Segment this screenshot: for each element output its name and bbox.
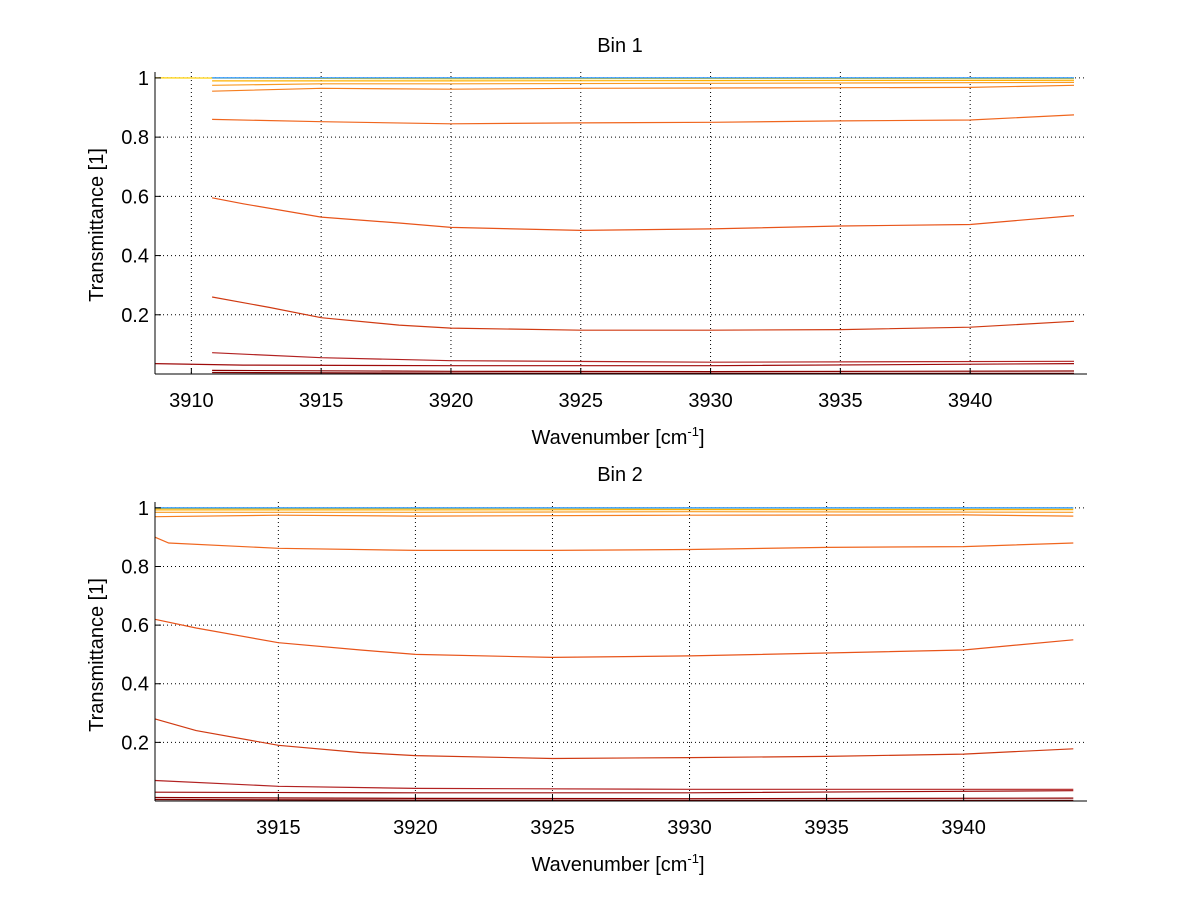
x-axis-label-end: ] bbox=[699, 854, 705, 876]
series-line-8 bbox=[212, 84, 1075, 92]
x-tick-label: 3935 bbox=[804, 817, 849, 839]
y-tick-label: 0.6 bbox=[121, 615, 149, 637]
plot-area: 3910 3915 3920 3925 3930 3935 3940 0.2 0.4 0.6 0.8… bbox=[121, 68, 1087, 412]
x-tick-label: 3935 bbox=[818, 390, 863, 412]
series-line-7 bbox=[154, 536, 1074, 552]
chart-title: Bin 1 bbox=[597, 35, 643, 57]
x-axis-label: Wavenumber [cm-1] bbox=[531, 424, 704, 449]
x-axis-label-sup: -1 bbox=[687, 851, 699, 866]
series-line-3 bbox=[154, 790, 1074, 794]
x-tick-label: 3930 bbox=[688, 390, 733, 412]
series-line-5 bbox=[154, 718, 1074, 760]
y-tick-label: 1 bbox=[138, 498, 149, 520]
x-tick-label: 3930 bbox=[667, 817, 712, 839]
x-tick-label: 3925 bbox=[559, 390, 604, 412]
series-line-4 bbox=[154, 779, 1074, 790]
y-tick-label: 0.2 bbox=[121, 305, 149, 327]
chart-bin-2: Bin 2 3915 3920 3925 3930 3935 3940 0.2 0.4 0.6 0… bbox=[86, 464, 1087, 876]
series-line-6 bbox=[154, 618, 1074, 659]
series-line-4 bbox=[212, 352, 1075, 363]
x-axis-label: Wavenumber [cm-1] bbox=[531, 851, 704, 876]
y-tick-label: 0.6 bbox=[121, 186, 149, 208]
x-tick-label: 3940 bbox=[941, 817, 986, 839]
series-line-1 bbox=[154, 798, 1074, 802]
chart-bin-1: Bin 1 3910 3915 3920 3925 3930 3935 3940 0.2 0.4… bbox=[86, 35, 1087, 449]
x-axis-label-sup: -1 bbox=[687, 424, 699, 439]
y-axis-label: Transmittance [1] bbox=[86, 578, 108, 732]
y-axis-label: Transmittance [1] bbox=[86, 148, 108, 302]
series-line-2 bbox=[154, 796, 1074, 800]
series-line-10 bbox=[212, 79, 1075, 82]
x-tick-label: 3925 bbox=[530, 817, 575, 839]
series-line-2 bbox=[212, 369, 1075, 373]
series-line-6 bbox=[211, 197, 1075, 232]
x-axis-label-main: Wavenumber [cm bbox=[531, 427, 687, 449]
x-tick-label: 3915 bbox=[256, 817, 301, 839]
plot-area: 3915 3920 3925 3930 3935 3940 0.2 0.4 0.6 0.8 1 bbox=[121, 498, 1087, 839]
series-line-8 bbox=[154, 514, 1074, 518]
chart-title: Bin 2 bbox=[597, 464, 643, 486]
series-line-9 bbox=[212, 81, 1075, 86]
y-tick-label: 0.8 bbox=[121, 127, 149, 149]
x-tick-label: 3940 bbox=[948, 390, 993, 412]
x-axis-label-main: Wavenumber [cm bbox=[531, 854, 687, 876]
x-axis-label-end: ] bbox=[699, 427, 705, 449]
x-tick-label: 3920 bbox=[429, 390, 474, 412]
y-tick-label: 0.2 bbox=[121, 732, 149, 754]
series-line-5 bbox=[211, 296, 1075, 331]
x-tick-label: 3910 bbox=[169, 390, 214, 412]
y-tick-label: 1 bbox=[138, 68, 149, 90]
series-line-9 bbox=[155, 511, 1074, 513]
x-tick-label: 3915 bbox=[299, 390, 344, 412]
series-line-1 bbox=[212, 371, 1074, 374]
series-line-3 bbox=[154, 363, 1075, 367]
x-tick-label: 3920 bbox=[393, 817, 438, 839]
y-tick-label: 0.4 bbox=[121, 674, 149, 696]
series-line-7 bbox=[212, 114, 1075, 125]
y-tick-label: 0.8 bbox=[121, 556, 149, 578]
y-tick-label: 0.4 bbox=[121, 246, 149, 268]
